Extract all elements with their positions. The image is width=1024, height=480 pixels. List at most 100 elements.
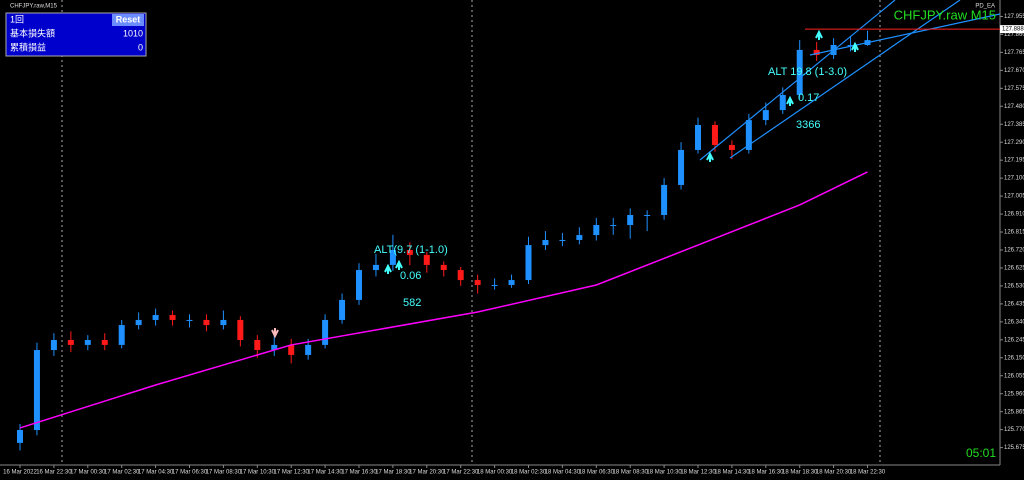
- y-tick-label: 125.770: [1004, 427, 1024, 433]
- y-tick-label: 127.195: [1004, 158, 1024, 164]
- candle-body: [423, 254, 430, 265]
- y-tick-label: 126.625: [1004, 266, 1024, 272]
- candle-body: [762, 110, 769, 121]
- candle-body: [135, 319, 142, 326]
- x-tick-label: 17 Mar 18:30: [375, 470, 411, 476]
- x-tick-label: 17 Mar 14:30: [307, 470, 343, 476]
- candle-body: [559, 239, 566, 241]
- x-tick-label: 17 Mar 00:30: [70, 470, 106, 476]
- x-tick-label: 17 Mar 08:30: [206, 470, 242, 476]
- trend-line: [809, 13, 1001, 56]
- candle-body: [847, 45, 854, 47]
- y-tick-label: 126.720: [1004, 248, 1024, 254]
- y-tick-label: 127.765: [1004, 50, 1024, 56]
- y-tick-label: 125.865: [1004, 409, 1024, 415]
- x-tick-label: 18 Mar 04:30: [545, 470, 581, 476]
- candle-body: [491, 284, 498, 286]
- signal-arrow-down: [271, 328, 279, 339]
- x-tick-label: 17 Mar 20:30: [409, 470, 445, 476]
- y-tick-label: 126.435: [1004, 301, 1024, 307]
- candle-body: [728, 145, 735, 150]
- y-tick-label: 127.100: [1004, 176, 1024, 182]
- x-tick-label: 18 Mar 18:30: [782, 470, 818, 476]
- candle-body: [67, 340, 74, 345]
- window-title: CHFJPY.raw,M15: [10, 4, 58, 10]
- y-tick-label: 127.385: [1004, 122, 1024, 128]
- x-tick-label: 18 Mar 00:30: [477, 470, 513, 476]
- x-tick-label: 18 Mar 06:30: [579, 470, 615, 476]
- y-tick-label: 127.005: [1004, 194, 1024, 200]
- candle-body: [271, 344, 278, 351]
- candle-body: [152, 315, 159, 320]
- y-tick-label: 127.480: [1004, 104, 1024, 110]
- panel-value: 1010: [123, 28, 143, 38]
- candle-body: [711, 124, 718, 146]
- trend-line: [699, 0, 896, 161]
- x-tick-label: 17 Mar 06:30: [172, 470, 208, 476]
- x-tick-label: 18 Mar 08:30: [613, 470, 649, 476]
- plot: [17, 30, 871, 451]
- candle-body: [50, 340, 57, 351]
- trend-line: [729, 0, 961, 159]
- y-tick-label: 127.670: [1004, 68, 1024, 74]
- x-tick-label: 18 Mar 14:30: [714, 470, 750, 476]
- reset-label[interactable]: Reset: [116, 14, 141, 24]
- panel: 1回 Reset 基本損失額 1010 累積損益 0: [5, 12, 147, 57]
- y-tick-label: 125.960: [1004, 391, 1024, 397]
- x-tick-label: 17 Mar 16:30: [341, 470, 377, 476]
- candle-body: [186, 319, 193, 321]
- y-tick-label: 126.055: [1004, 373, 1024, 379]
- panel-value: 0: [138, 42, 143, 52]
- reset-button[interactable]: [112, 14, 144, 26]
- x-tick-label: 18 Mar 10:30: [646, 470, 682, 476]
- y-tick-label: 127.575: [1004, 86, 1024, 92]
- candle-body: [237, 319, 244, 341]
- x-tick-label: 16 Mar 2022: [3, 470, 37, 476]
- candle-body: [305, 344, 312, 355]
- annotation: ALT 19.8 (1-3.0): [768, 66, 847, 78]
- y-tick-label: 127.955: [1004, 14, 1024, 20]
- y-tick-label: 126.340: [1004, 319, 1024, 325]
- candle-body: [576, 235, 583, 240]
- candle-body: [525, 245, 532, 281]
- candle-body: [457, 270, 464, 281]
- candle-body: [695, 124, 701, 150]
- candle-body: [101, 340, 108, 345]
- candle-body: [406, 249, 413, 255]
- y-tick-label: 126.910: [1004, 212, 1024, 218]
- candle-body: [440, 264, 447, 271]
- y-tick-label: 126.530: [1004, 283, 1024, 289]
- candle-body: [627, 215, 634, 226]
- bar-timer: 05:01: [966, 446, 996, 460]
- current-price-box: [1000, 25, 1024, 34]
- x-tick-label: 17 Mar 02:30: [104, 470, 140, 476]
- panel-label: 累積損益: [10, 41, 46, 52]
- annotation: ALT(9.7 (1-1.0): [374, 244, 448, 256]
- annotation: 0.06: [400, 270, 421, 282]
- x-tick-label: 18 Mar 16:30: [748, 470, 784, 476]
- y-tick-label: 127.860: [1004, 32, 1024, 38]
- x-tick-label: 17 Mar 10:30: [240, 470, 276, 476]
- candle-body: [474, 280, 481, 285]
- candle-body: [288, 344, 295, 355]
- candle-body: [254, 340, 261, 351]
- candle-body: [339, 299, 346, 320]
- panel-label: 基本損失額: [10, 27, 55, 38]
- current-price-label: 127.888: [1002, 27, 1024, 33]
- y-tick-label: 127.290: [1004, 140, 1024, 146]
- ea-name: PD_EA: [975, 4, 995, 10]
- candle-body: [678, 149, 685, 185]
- x-tick-label: 18 Mar 12:30: [680, 470, 716, 476]
- candle-body: [322, 319, 329, 345]
- candle-body: [118, 325, 125, 345]
- annotation: 0.17: [798, 92, 819, 104]
- candle-body: [169, 315, 176, 320]
- candle-body: [372, 264, 379, 271]
- candle-body: [220, 319, 227, 326]
- y-tick-label: 125.675: [1004, 445, 1024, 451]
- candle-body: [508, 280, 515, 285]
- x-tick-label: 17 Mar 22:30: [443, 470, 479, 476]
- candle-body: [745, 120, 752, 150]
